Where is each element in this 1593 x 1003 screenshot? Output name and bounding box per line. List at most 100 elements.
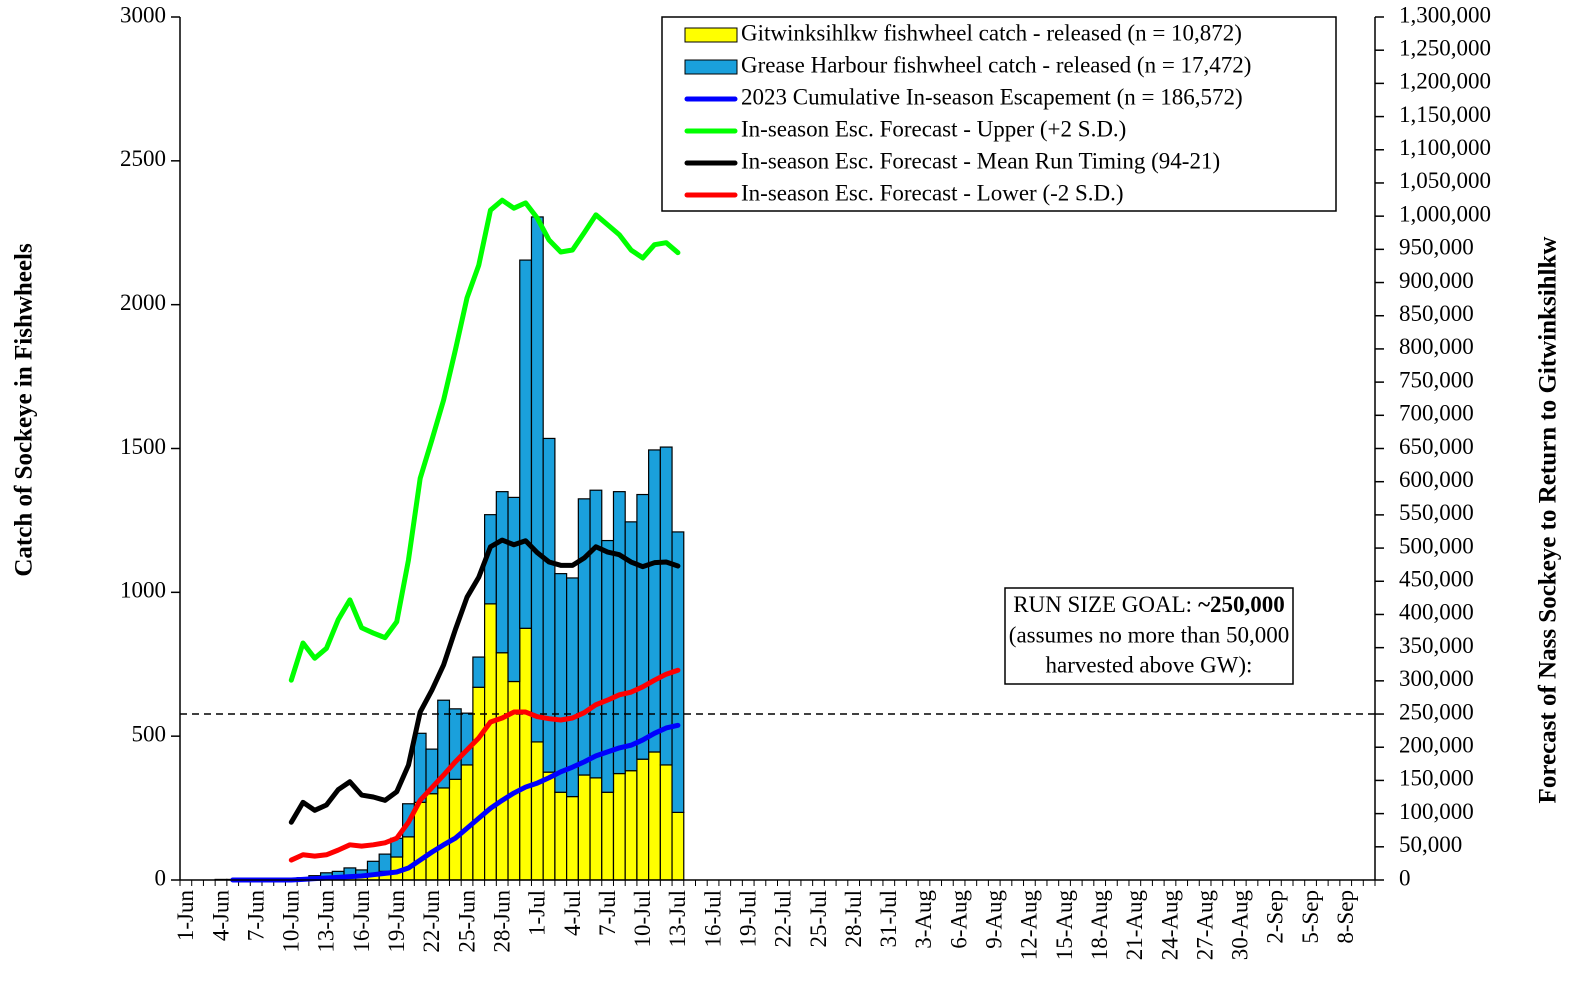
x-tick-label: 25-Jul [806, 890, 831, 948]
y-tick-label: 500 [132, 721, 167, 746]
bar [612, 772, 626, 881]
x-tick-label: 21-Aug [1122, 890, 1147, 961]
y-tick-label: 1500 [120, 434, 166, 459]
legend-swatch [684, 59, 738, 75]
y2-tick-label: 300,000 [1399, 666, 1474, 691]
bar [577, 774, 591, 881]
x-tick-label: 25-Jun [454, 890, 479, 953]
y2-tick-label: 1,050,000 [1399, 168, 1491, 193]
y2-tick-label: 650,000 [1399, 434, 1474, 459]
bar [659, 764, 673, 881]
bar [542, 771, 556, 881]
bar [554, 791, 568, 881]
x-tick-label: 31-Jul [876, 890, 901, 948]
y-tick-label: 2500 [120, 146, 166, 171]
x-tick-label: 1-Jul [525, 890, 550, 936]
bar [636, 493, 650, 760]
y2-tick-label: 800,000 [1399, 334, 1474, 359]
x-tick-label: 16-Jun [349, 890, 374, 953]
y2-tick-label: 700,000 [1399, 401, 1474, 426]
bar [589, 489, 603, 779]
y2-axis-title: Forecast of Nass Sockeye to Return to Gi… [1535, 237, 1562, 804]
legend-label: 2023 Cumulative In-season Escapement (n … [741, 84, 1243, 109]
bar [659, 446, 673, 766]
y2-tick-label: 950,000 [1399, 235, 1474, 260]
y2-tick-label: 100,000 [1399, 799, 1474, 824]
bar [554, 573, 568, 793]
x-tick-label: 8-Sep [1333, 890, 1358, 944]
x-tick-label: 5-Sep [1298, 890, 1323, 944]
bar [437, 787, 451, 881]
y-tick-label: 1000 [120, 578, 166, 603]
y2-tick-label: 150,000 [1399, 766, 1474, 791]
bar [425, 793, 439, 881]
y2-tick-label: 500,000 [1399, 533, 1474, 558]
y2-tick-label: 1,250,000 [1399, 35, 1491, 60]
bar [648, 751, 661, 881]
bar [589, 777, 603, 881]
bar [484, 603, 497, 881]
y2-tick-label: 900,000 [1399, 268, 1474, 293]
y2-tick-label: 0 [1399, 865, 1411, 890]
bar [566, 795, 579, 881]
legend-label: Grease Harbour fishwheel catch - release… [741, 52, 1251, 77]
x-tick-label: 18-Aug [1087, 890, 1112, 961]
bar [519, 627, 533, 881]
bar [636, 758, 650, 881]
bar [530, 741, 544, 881]
y2-tick-label: 1,300,000 [1399, 2, 1491, 27]
x-tick-label: 7-Jul [595, 890, 620, 936]
bar [448, 778, 462, 881]
bar [624, 770, 638, 881]
line [288, 197, 681, 683]
y-axis-title: Catch of Sockeye in Fishwheels [11, 243, 38, 577]
annotation-bold: ~250,000 [1198, 592, 1285, 617]
x-tick-label: 27-Aug [1192, 890, 1217, 961]
y2-tick-label: 1,000,000 [1399, 201, 1491, 226]
y2-tick-label: 600,000 [1399, 467, 1474, 492]
y-tick-label: 0 [155, 865, 167, 890]
annotation-line: harvested above GW): [1046, 652, 1253, 677]
bar [612, 491, 626, 775]
legend-label: In-season Esc. Forecast - Upper (+2 S.D.… [741, 116, 1126, 141]
legend-label: In-season Esc. Forecast - Mean Run Timin… [741, 148, 1220, 173]
legend-label: Gitwinksihlkw fishwheel catch - released… [741, 20, 1242, 45]
bar [648, 449, 661, 753]
bar [460, 712, 474, 766]
y2-tick-label: 200,000 [1399, 733, 1474, 758]
x-tick-label: 1-Jun [173, 890, 198, 942]
bar [413, 801, 427, 881]
bar [530, 216, 544, 743]
bar [542, 437, 556, 773]
x-tick-label: 28-Jun [489, 890, 514, 953]
annotation-label: RUN SIZE GOAL: [1013, 592, 1192, 617]
y-tick-label: 2000 [120, 290, 166, 315]
y2-tick-label: 850,000 [1399, 301, 1474, 326]
line [288, 667, 681, 863]
legend: Gitwinksihlkw fishwheel catch - released… [661, 16, 1337, 212]
x-tick-label: 24-Aug [1157, 890, 1182, 961]
bar [519, 259, 533, 629]
annotation: RUN SIZE GOAL: ~250,000 (assumes no more … [1004, 587, 1294, 685]
y2-tick-label: 400,000 [1399, 600, 1474, 625]
x-tick-label: 28-Jul [841, 890, 866, 948]
bar [413, 732, 427, 803]
bar [472, 686, 486, 881]
x-tick-label: 22-Jun [419, 890, 444, 953]
x-tick-label: 15-Aug [1052, 890, 1077, 961]
y2-tick-label: 250,000 [1399, 699, 1474, 724]
legend-label: In-season Esc. Forecast - Lower (-2 S.D.… [741, 180, 1124, 205]
x-tick-label: 9-Aug [982, 890, 1007, 949]
annotation-text: RUN SIZE GOAL: ~250,000 [1013, 592, 1285, 617]
x-tick-label: 13-Jul [665, 890, 690, 948]
line [230, 722, 681, 883]
y2-tick-label: 1,100,000 [1399, 135, 1491, 160]
y2-tick-label: 550,000 [1399, 500, 1474, 525]
bar [577, 498, 591, 776]
x-tick-label: 4-Jul [560, 890, 585, 936]
annotation-box [1004, 587, 1294, 685]
x-tick-label: 12-Aug [1017, 890, 1042, 961]
x-tick-label: 10-Jun [279, 890, 304, 953]
bar [671, 811, 685, 881]
bar [378, 853, 392, 872]
